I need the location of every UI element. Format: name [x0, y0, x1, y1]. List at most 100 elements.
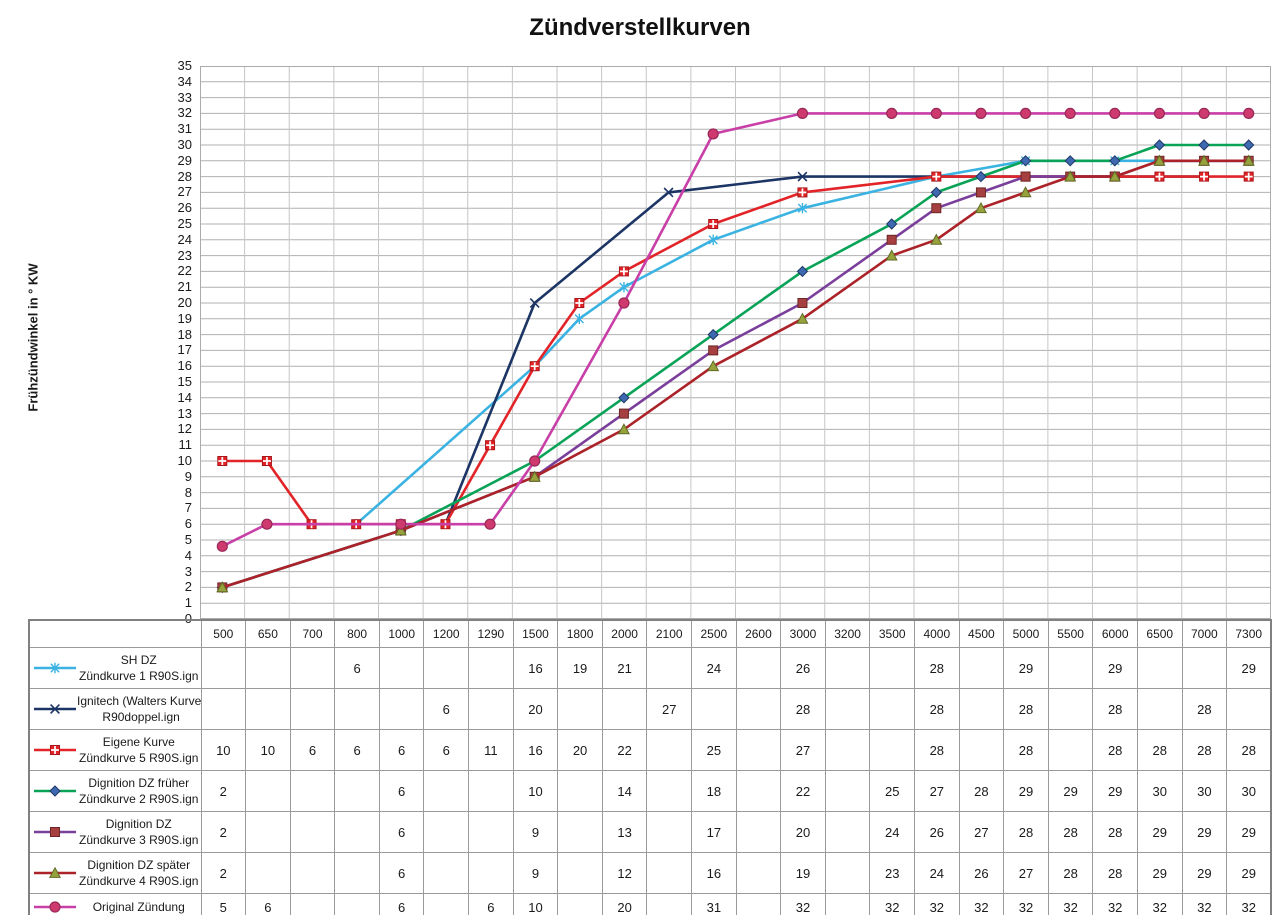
value-cell [334, 770, 380, 812]
value-cell: 6 [378, 811, 425, 853]
value-cell: 13 [601, 811, 648, 853]
value-cell [423, 852, 470, 894]
y-tick-label: 26 [177, 200, 192, 216]
y-tick-label: 34 [177, 73, 192, 89]
value-cell [468, 770, 514, 812]
value-cell: 28 [914, 688, 960, 730]
value-cell [289, 811, 336, 853]
table-header-row: 500 650 700 800 1000 1200 1290 1500 1800 2000 2100… [29, 619, 1272, 648]
value-cell: 27 [914, 770, 960, 812]
value-cell: 31 [691, 893, 737, 915]
y-tick-label: 1 [184, 595, 192, 611]
value-cell [334, 893, 380, 915]
series-label: Dignition DZ früher Zündkurve 2 R90S.ign [79, 775, 199, 806]
value-cell: 28 [1092, 688, 1138, 730]
x-axis-label: 7300 [1226, 619, 1272, 648]
value-cell: 12 [601, 852, 648, 894]
value-cell [1226, 688, 1272, 730]
value-cell: 28 [1047, 852, 1094, 894]
value-cell: 6 [468, 893, 514, 915]
value-cell: 10 [245, 729, 291, 771]
value-cell: 16 [691, 852, 737, 894]
plot-border [200, 66, 1271, 619]
y-tick-label: 17 [177, 342, 192, 358]
x-axis-label: 1000 [378, 619, 425, 648]
value-cell [200, 647, 247, 689]
value-cell [423, 770, 470, 812]
value-cell [735, 852, 782, 894]
value-cell [378, 647, 425, 689]
value-cell [334, 852, 380, 894]
value-cell: 28 [914, 647, 960, 689]
value-cell: 6 [334, 647, 380, 689]
x-axis-label: 6500 [1136, 619, 1183, 648]
value-cell: 9 [512, 852, 559, 894]
value-cell [423, 811, 470, 853]
x-axis-label: 7000 [1181, 619, 1228, 648]
y-tick-label: 23 [177, 247, 192, 263]
value-cell [824, 770, 871, 812]
value-cell [958, 688, 1005, 730]
value-cell [200, 688, 247, 730]
value-cell: 18 [691, 770, 737, 812]
table-row: Dignition DZ früher Zündkurve 2 R90S.ign 2… [28, 770, 1272, 812]
value-cell [735, 729, 782, 771]
y-tick-label: 13 [177, 405, 192, 421]
value-cell [245, 852, 291, 894]
value-cell: 6 [378, 852, 425, 894]
value-cell: 6 [423, 688, 470, 730]
value-cell: 28 [1226, 729, 1272, 771]
value-cell [646, 893, 693, 915]
value-cell: 6 [423, 729, 470, 771]
value-cell [289, 770, 336, 812]
value-cell: 29 [1136, 811, 1183, 853]
value-cell [869, 647, 915, 689]
value-cell: 27 [1003, 852, 1049, 894]
value-cell [1047, 729, 1094, 771]
value-cell [691, 688, 737, 730]
y-tick-label: 31 [177, 121, 192, 137]
value-cell: 29 [1003, 647, 1049, 689]
series-line-sample [34, 866, 76, 878]
legend-cell: Ignitech (Walters Kurve) R90doppel.ign [28, 688, 202, 730]
y-tick-label: 7 [184, 500, 192, 516]
y-tick-label: 10 [177, 453, 192, 468]
series-line-sample [34, 785, 76, 797]
x-axis-label: 2500 [691, 619, 737, 648]
value-cell [245, 688, 291, 730]
x-axis-label: 5500 [1047, 619, 1094, 648]
x-axis-label: 3200 [824, 619, 871, 648]
y-tick-label: 14 [177, 389, 192, 405]
value-cell: 23 [869, 852, 915, 894]
value-cell: 6 [378, 893, 425, 915]
value-cell [468, 647, 514, 689]
legend-cell: Dignition DZ früher Zündkurve 2 R90S.ign [28, 770, 202, 812]
legend-cell: SH DZ Zündkurve 1 R90S.ign [28, 647, 202, 689]
value-cell [289, 688, 336, 730]
value-cell [646, 770, 693, 812]
value-cell [289, 647, 336, 689]
series-line-sample [34, 827, 76, 837]
y-tick-label: 11 [178, 437, 193, 453]
value-cell: 29 [1181, 852, 1228, 894]
x-axis-label: 650 [245, 619, 291, 648]
y-tick-label: 4 [184, 547, 192, 563]
value-cell: 29 [1226, 811, 1272, 853]
value-cell [423, 893, 470, 915]
value-cell [824, 811, 871, 853]
value-cell [735, 893, 782, 915]
value-cell: 32 [1047, 893, 1094, 915]
value-cell: 32 [1136, 893, 1183, 915]
value-cell [735, 770, 782, 812]
data-table: 500 650 700 800 1000 1200 1290 1500 1800 2000 2100… [28, 619, 1273, 915]
value-cell [557, 852, 603, 894]
y-tick-label: 35 [177, 58, 192, 73]
x-axis-label: 2000 [601, 619, 648, 648]
value-cell [646, 729, 693, 771]
value-cell: 5 [200, 893, 247, 915]
value-cell [289, 852, 336, 894]
y-tick-label: 19 [177, 310, 192, 326]
value-cell [245, 647, 291, 689]
value-cell: 28 [1092, 852, 1138, 894]
y-tick-label: 3 [184, 563, 192, 579]
